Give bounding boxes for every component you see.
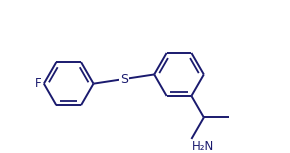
- Text: S: S: [120, 73, 128, 86]
- Text: F: F: [35, 77, 41, 90]
- Text: H₂N: H₂N: [192, 140, 215, 153]
